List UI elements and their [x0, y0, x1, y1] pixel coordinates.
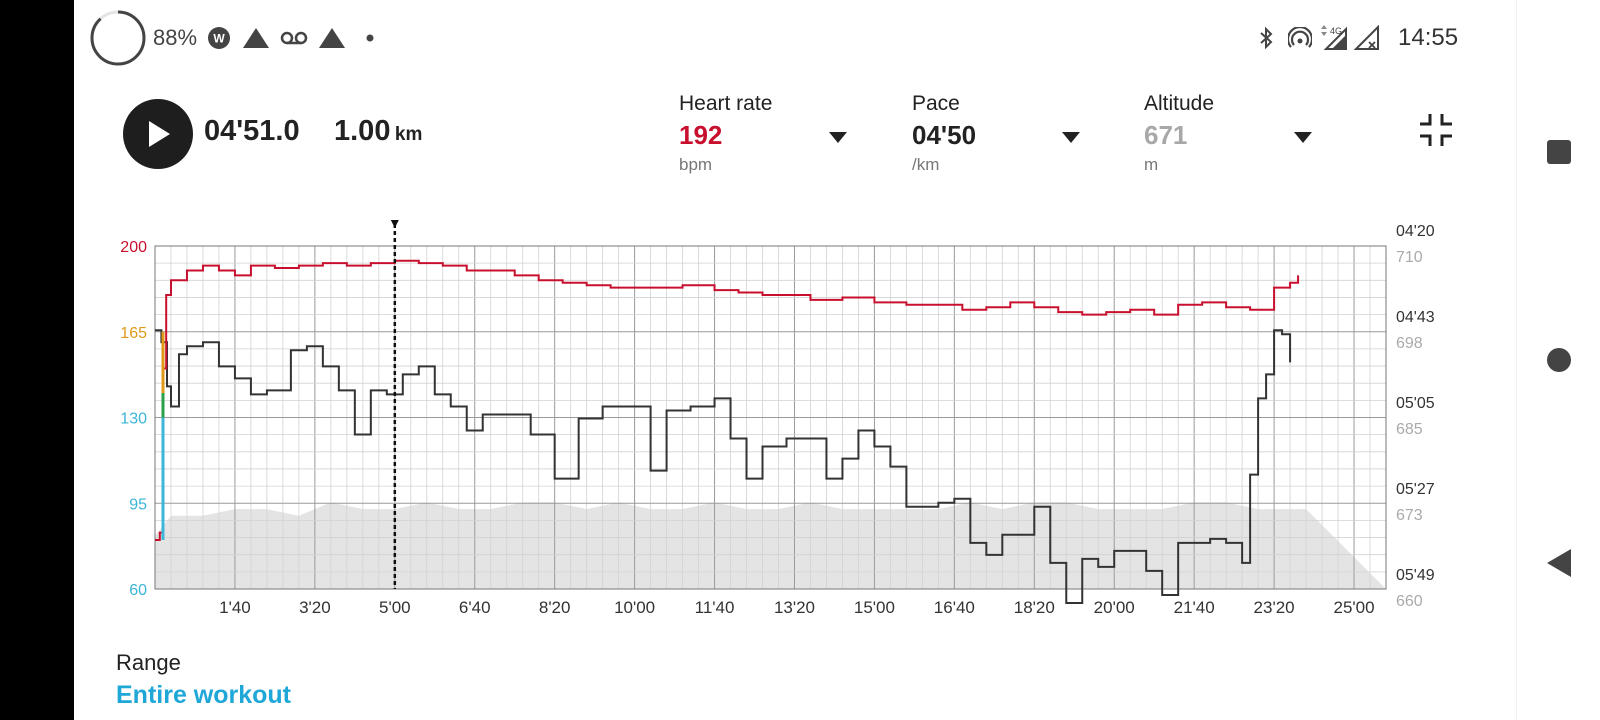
x-tick-label: 8'20: [539, 598, 571, 617]
pace-tick-label: 04'43: [1396, 309, 1435, 326]
metric-unit: bpm: [679, 155, 713, 174]
home-circle-icon: [1547, 348, 1571, 372]
metric-unit: m: [1144, 155, 1159, 174]
system-edge-bar: [0, 0, 74, 720]
pace-tick-label: 04'20: [1396, 223, 1435, 240]
altitude-area-group: [155, 502, 1386, 589]
back-button[interactable]: [1517, 533, 1600, 593]
pace-dropdown-caret-icon[interactable]: [1062, 132, 1080, 143]
x-tick-label: 6'40: [459, 598, 491, 617]
metric-label: Heart rate: [679, 92, 773, 115]
pace-line: [155, 329, 1292, 604]
x-tick-label: 15'00: [854, 598, 895, 617]
warning-icon: [242, 0, 270, 76]
warning-icon-2: [318, 0, 346, 76]
altitude-tick-label: 685: [1396, 421, 1423, 438]
chart-grid: [154, 245, 1387, 590]
range-label: Range: [116, 650, 181, 675]
x-tick-label: 20'00: [1094, 598, 1135, 617]
back-triangle-icon: [1547, 549, 1571, 577]
hr-tick-label: 165: [120, 325, 147, 342]
app-notification-icon: W: [208, 0, 230, 76]
play-button[interactable]: [123, 99, 193, 169]
pace-tick-label: 05'49: [1396, 567, 1435, 584]
hr-tick-label: 60: [129, 582, 147, 599]
metric-unit: /km: [912, 155, 940, 174]
status-bar: 88% W 4G 14:55: [74, 0, 1516, 76]
altitude-area: [155, 502, 1386, 589]
x-tick-label: 5'00: [379, 598, 411, 617]
recents-square-icon: [1547, 140, 1571, 164]
metric-altitude[interactable]: Altitude 671 m: [1144, 92, 1344, 175]
heart-rate-line: [155, 259, 1300, 541]
x-tick-label: 21'40: [1174, 598, 1215, 617]
svg-text:W: W: [213, 32, 225, 46]
distance: 1.00 km: [334, 115, 422, 148]
series-lines: [155, 259, 1300, 604]
elapsed-time: 04'51.0: [204, 115, 300, 147]
range-selector[interactable]: Entire workout: [116, 681, 292, 709]
heart-rate-dropdown-caret-icon[interactable]: [829, 132, 847, 143]
collapse-icon: [1420, 114, 1452, 146]
x-tick-label: 18'20: [1014, 598, 1055, 617]
x-tick-label: 11'40: [695, 598, 735, 617]
home-button[interactable]: [1517, 330, 1600, 390]
x-tick-label: 10'00: [614, 598, 655, 617]
x-tick-label: 25'00: [1333, 598, 1374, 617]
cursor-handle-icon: [390, 220, 399, 228]
x-tick-label: 1'40: [219, 598, 251, 617]
pace-tick-label: 05'27: [1396, 481, 1435, 498]
altitude-tick-label: 710: [1396, 249, 1423, 266]
altitude-tick-label: 660: [1396, 593, 1423, 610]
clock: 14:55: [1398, 24, 1459, 51]
hr-tick-label: 130: [120, 411, 147, 428]
time-cursor[interactable]: [390, 220, 399, 589]
distance-unit: km: [394, 124, 423, 145]
metric-pace[interactable]: Pace 04'50 /km: [912, 92, 1112, 175]
hotspot-icon: [1288, 0, 1312, 76]
distance-value: 1.00: [334, 115, 391, 147]
metric-label: Pace: [912, 92, 960, 115]
voicemail-icon: [280, 0, 308, 76]
metric-value: 192: [679, 120, 723, 150]
bluetooth-icon: [1259, 0, 1273, 76]
x-tick-label: 13'20: [774, 598, 815, 617]
hr-tick-label: 95: [129, 496, 147, 513]
collapse-fullscreen-button[interactable]: [1416, 110, 1456, 155]
battery-percent: 88%: [153, 25, 198, 50]
altitude-tick-label: 698: [1396, 335, 1423, 352]
x-tick-label: 23'20: [1254, 598, 1295, 617]
navigation-bar: [1516, 0, 1600, 720]
play-icon: [149, 121, 170, 147]
signal-no-sim-icon: [1352, 0, 1380, 76]
pace-tick-label: 05'05: [1396, 395, 1435, 412]
playback-controls: 04'51.0 1.00 km Heart rate 192 bpm Pace …: [74, 88, 1516, 198]
altitude-tick-label: 673: [1396, 507, 1423, 524]
more-notifications-dot-icon: [366, 0, 374, 76]
metric-value: 671: [1144, 120, 1188, 150]
x-tick-label: 3'20: [299, 598, 331, 617]
signal-4g-icon: 4G: [1318, 0, 1348, 76]
network-type-label: 4G: [1330, 26, 1342, 36]
recents-button[interactable]: [1517, 122, 1600, 182]
hr-tick-label: 200: [120, 239, 147, 256]
plot-frame: [154, 245, 1387, 590]
metric-heart-rate[interactable]: Heart rate 192 bpm: [679, 92, 879, 175]
workout-chart[interactable]: 1'40 3'20 5'00 6'40 8'20 10'00 11'40 13'20 15'00…: [0, 0, 1516, 640]
altitude-dropdown-caret-icon[interactable]: [1294, 132, 1312, 143]
x-tick-label: 16'40: [934, 598, 975, 617]
metric-value: 04'50: [912, 120, 977, 150]
battery-ring-icon: [88, 0, 148, 76]
axes-labels: 1'40 3'20 5'00 6'40 8'20 10'00 11'40 13'20 15'00…: [120, 223, 1434, 617]
metric-label: Altitude: [1144, 92, 1215, 115]
